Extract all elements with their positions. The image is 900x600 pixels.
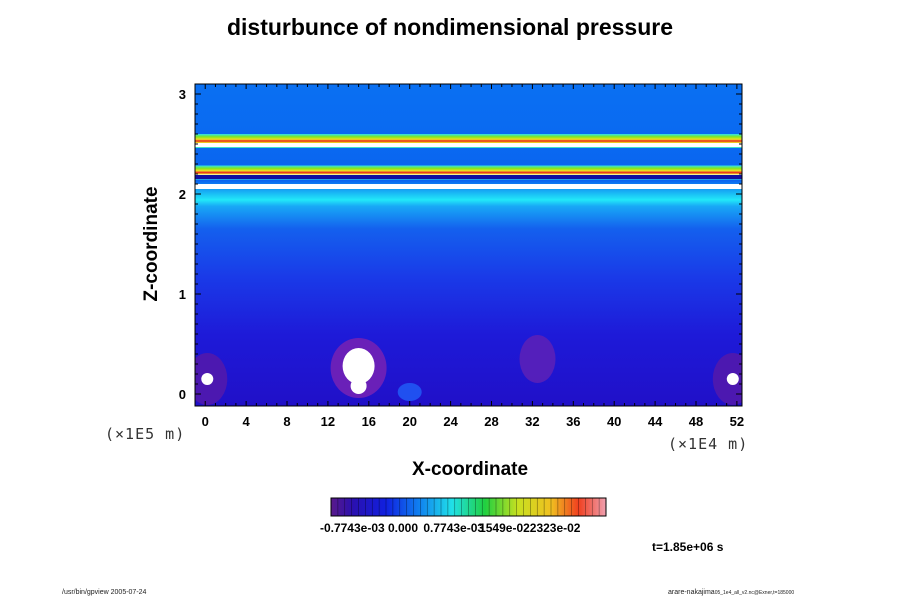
colorbar-label: 0.000 <box>388 521 418 535</box>
colorbar-label: -0.7743e-03 <box>320 521 385 535</box>
x-scale-note: (×1E4 m) <box>668 435 749 453</box>
colorbar-label: 0.7743e-03 <box>423 521 484 535</box>
plot-area <box>195 84 742 406</box>
x-tick-label: 0 <box>202 414 209 429</box>
x-tick-label: 24 <box>443 414 458 429</box>
field-layer <box>195 84 742 406</box>
blob-1 <box>201 373 214 385</box>
colorbar-label: 1549e-02 <box>479 521 530 535</box>
y-scale-note: (×1E5 m) <box>105 425 186 443</box>
y-tick-label: 0 <box>179 387 186 402</box>
band-0-overflow <box>195 143 742 147</box>
colorbar-label: 2323e-02 <box>530 521 581 535</box>
x-axis-label: X-coordinate <box>411 459 529 480</box>
x-tick-label: 28 <box>484 414 498 429</box>
x-tick-label: 52 <box>730 414 744 429</box>
chart-title: disturbunce of nondimensional pressure <box>226 14 673 40</box>
footer-file-name: 05_1e4_all_v2.nc@Exner,t=185000 <box>714 590 795 596</box>
x-tick-label: 8 <box>283 414 290 429</box>
band-3 <box>195 184 742 189</box>
y-tick-label: 3 <box>179 87 186 102</box>
plot-frame <box>194 83 743 407</box>
y-tick-label: 1 <box>179 287 186 302</box>
field-background <box>195 84 742 406</box>
x-tick-label: 16 <box>362 414 376 429</box>
blob-2 <box>726 373 739 385</box>
x-tick-label: 40 <box>607 414 621 429</box>
x-tick-label: 44 <box>648 414 663 429</box>
x-tick-label: 4 <box>243 414 251 429</box>
blob-3 <box>519 335 556 383</box>
blob-0 <box>342 348 375 384</box>
x-tick-label: 48 <box>689 414 703 429</box>
x-tick-label: 32 <box>525 414 539 429</box>
x-tick-label: 20 <box>402 414 416 429</box>
x-tick-label: 36 <box>566 414 580 429</box>
x-tick-label: 12 <box>321 414 335 429</box>
time-label: t=1.85e+06 s <box>652 540 724 554</box>
footer-file-label: arare-nakajima05_1e4_all_v2.nc@Exner,t=1… <box>668 589 794 596</box>
blob-0-stem <box>350 378 367 394</box>
band-2 <box>195 175 742 179</box>
y-tick-label: 2 <box>179 187 186 202</box>
blob-light <box>397 383 422 401</box>
footer-author: arare-nakajima <box>668 589 715 596</box>
footer-program-label: /usr/bin/gpview 2005-07-24 <box>62 589 147 596</box>
